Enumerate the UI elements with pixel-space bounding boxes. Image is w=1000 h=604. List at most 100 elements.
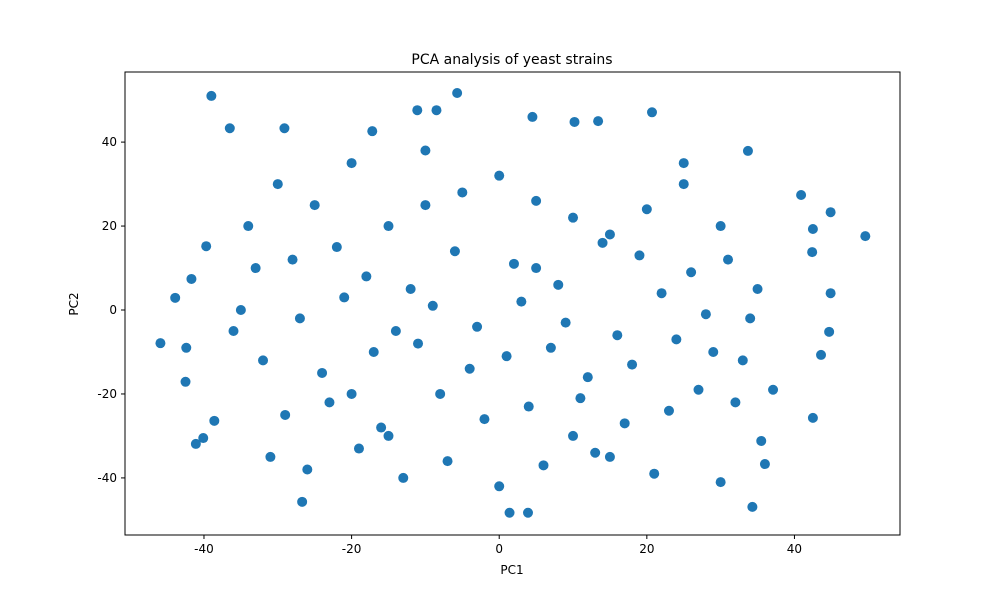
point bbox=[279, 123, 290, 134]
point bbox=[752, 284, 763, 295]
point bbox=[538, 460, 549, 471]
point bbox=[619, 418, 630, 429]
point bbox=[824, 326, 835, 337]
point bbox=[663, 405, 674, 416]
point bbox=[494, 170, 505, 181]
point bbox=[807, 223, 818, 234]
point bbox=[796, 189, 807, 200]
point bbox=[807, 247, 818, 258]
point bbox=[759, 459, 770, 470]
point bbox=[181, 342, 192, 353]
point bbox=[405, 284, 416, 295]
point bbox=[302, 464, 313, 475]
point bbox=[531, 195, 542, 206]
point bbox=[647, 107, 657, 118]
point bbox=[472, 321, 483, 332]
point bbox=[545, 342, 556, 353]
point bbox=[457, 187, 468, 198]
point bbox=[523, 401, 534, 412]
point bbox=[604, 229, 615, 240]
point bbox=[597, 237, 608, 248]
x-tick-label: 40 bbox=[787, 542, 802, 556]
point bbox=[747, 501, 758, 512]
point bbox=[768, 384, 779, 395]
point bbox=[508, 258, 519, 269]
point bbox=[155, 338, 166, 349]
point bbox=[390, 325, 401, 336]
point bbox=[280, 409, 291, 420]
point bbox=[420, 145, 431, 156]
point bbox=[324, 397, 335, 408]
point bbox=[730, 397, 741, 408]
point bbox=[435, 388, 446, 399]
point bbox=[700, 309, 711, 320]
y-tick-label: 20 bbox=[102, 219, 117, 233]
point bbox=[568, 430, 579, 441]
point bbox=[723, 254, 734, 265]
point bbox=[816, 349, 827, 360]
point bbox=[265, 451, 276, 462]
point bbox=[243, 221, 254, 232]
point bbox=[604, 451, 615, 462]
point bbox=[715, 477, 726, 488]
point bbox=[737, 355, 748, 366]
point bbox=[825, 207, 836, 218]
point bbox=[287, 254, 298, 265]
y-axis-label: PC2 bbox=[67, 292, 81, 315]
x-tick-label: 0 bbox=[495, 542, 503, 556]
x-tick-label: -40 bbox=[194, 542, 214, 556]
point bbox=[678, 158, 689, 169]
point bbox=[353, 443, 364, 454]
point bbox=[361, 271, 372, 282]
point bbox=[634, 250, 645, 261]
point bbox=[627, 359, 638, 370]
point bbox=[180, 376, 191, 387]
point bbox=[825, 288, 836, 299]
point bbox=[678, 179, 689, 190]
point bbox=[228, 325, 239, 336]
point bbox=[331, 242, 342, 253]
point bbox=[376, 422, 387, 433]
point bbox=[686, 267, 697, 278]
x-tick-label: 20 bbox=[639, 542, 654, 556]
point bbox=[198, 433, 209, 444]
point bbox=[190, 438, 201, 449]
point bbox=[250, 263, 261, 274]
point bbox=[756, 435, 767, 446]
y-tick-label: -40 bbox=[97, 471, 117, 485]
point bbox=[807, 412, 818, 423]
point bbox=[494, 481, 505, 492]
chart-title: PCA analysis of yeast strains bbox=[411, 52, 612, 68]
y-tick-label: 40 bbox=[102, 135, 117, 149]
y-tick-label: -20 bbox=[97, 387, 117, 401]
point bbox=[383, 221, 394, 232]
point bbox=[431, 105, 442, 116]
point bbox=[708, 346, 719, 357]
point bbox=[715, 221, 726, 232]
point bbox=[531, 263, 542, 274]
point bbox=[649, 468, 660, 479]
point bbox=[479, 414, 490, 425]
point bbox=[186, 273, 197, 284]
point bbox=[427, 300, 438, 311]
point bbox=[582, 372, 593, 383]
point bbox=[235, 305, 246, 316]
point bbox=[206, 90, 217, 101]
point bbox=[368, 346, 379, 357]
point bbox=[339, 292, 350, 303]
point bbox=[612, 330, 623, 341]
point bbox=[590, 447, 601, 458]
point bbox=[641, 204, 652, 215]
point bbox=[294, 313, 305, 324]
point bbox=[346, 158, 357, 169]
point bbox=[516, 296, 527, 307]
point bbox=[745, 313, 756, 324]
point bbox=[464, 363, 475, 374]
point bbox=[201, 241, 212, 252]
point bbox=[383, 430, 394, 441]
point bbox=[742, 145, 753, 156]
x-axis-label: PC1 bbox=[500, 563, 523, 577]
point bbox=[553, 279, 564, 290]
point bbox=[413, 338, 424, 349]
point bbox=[656, 288, 667, 299]
